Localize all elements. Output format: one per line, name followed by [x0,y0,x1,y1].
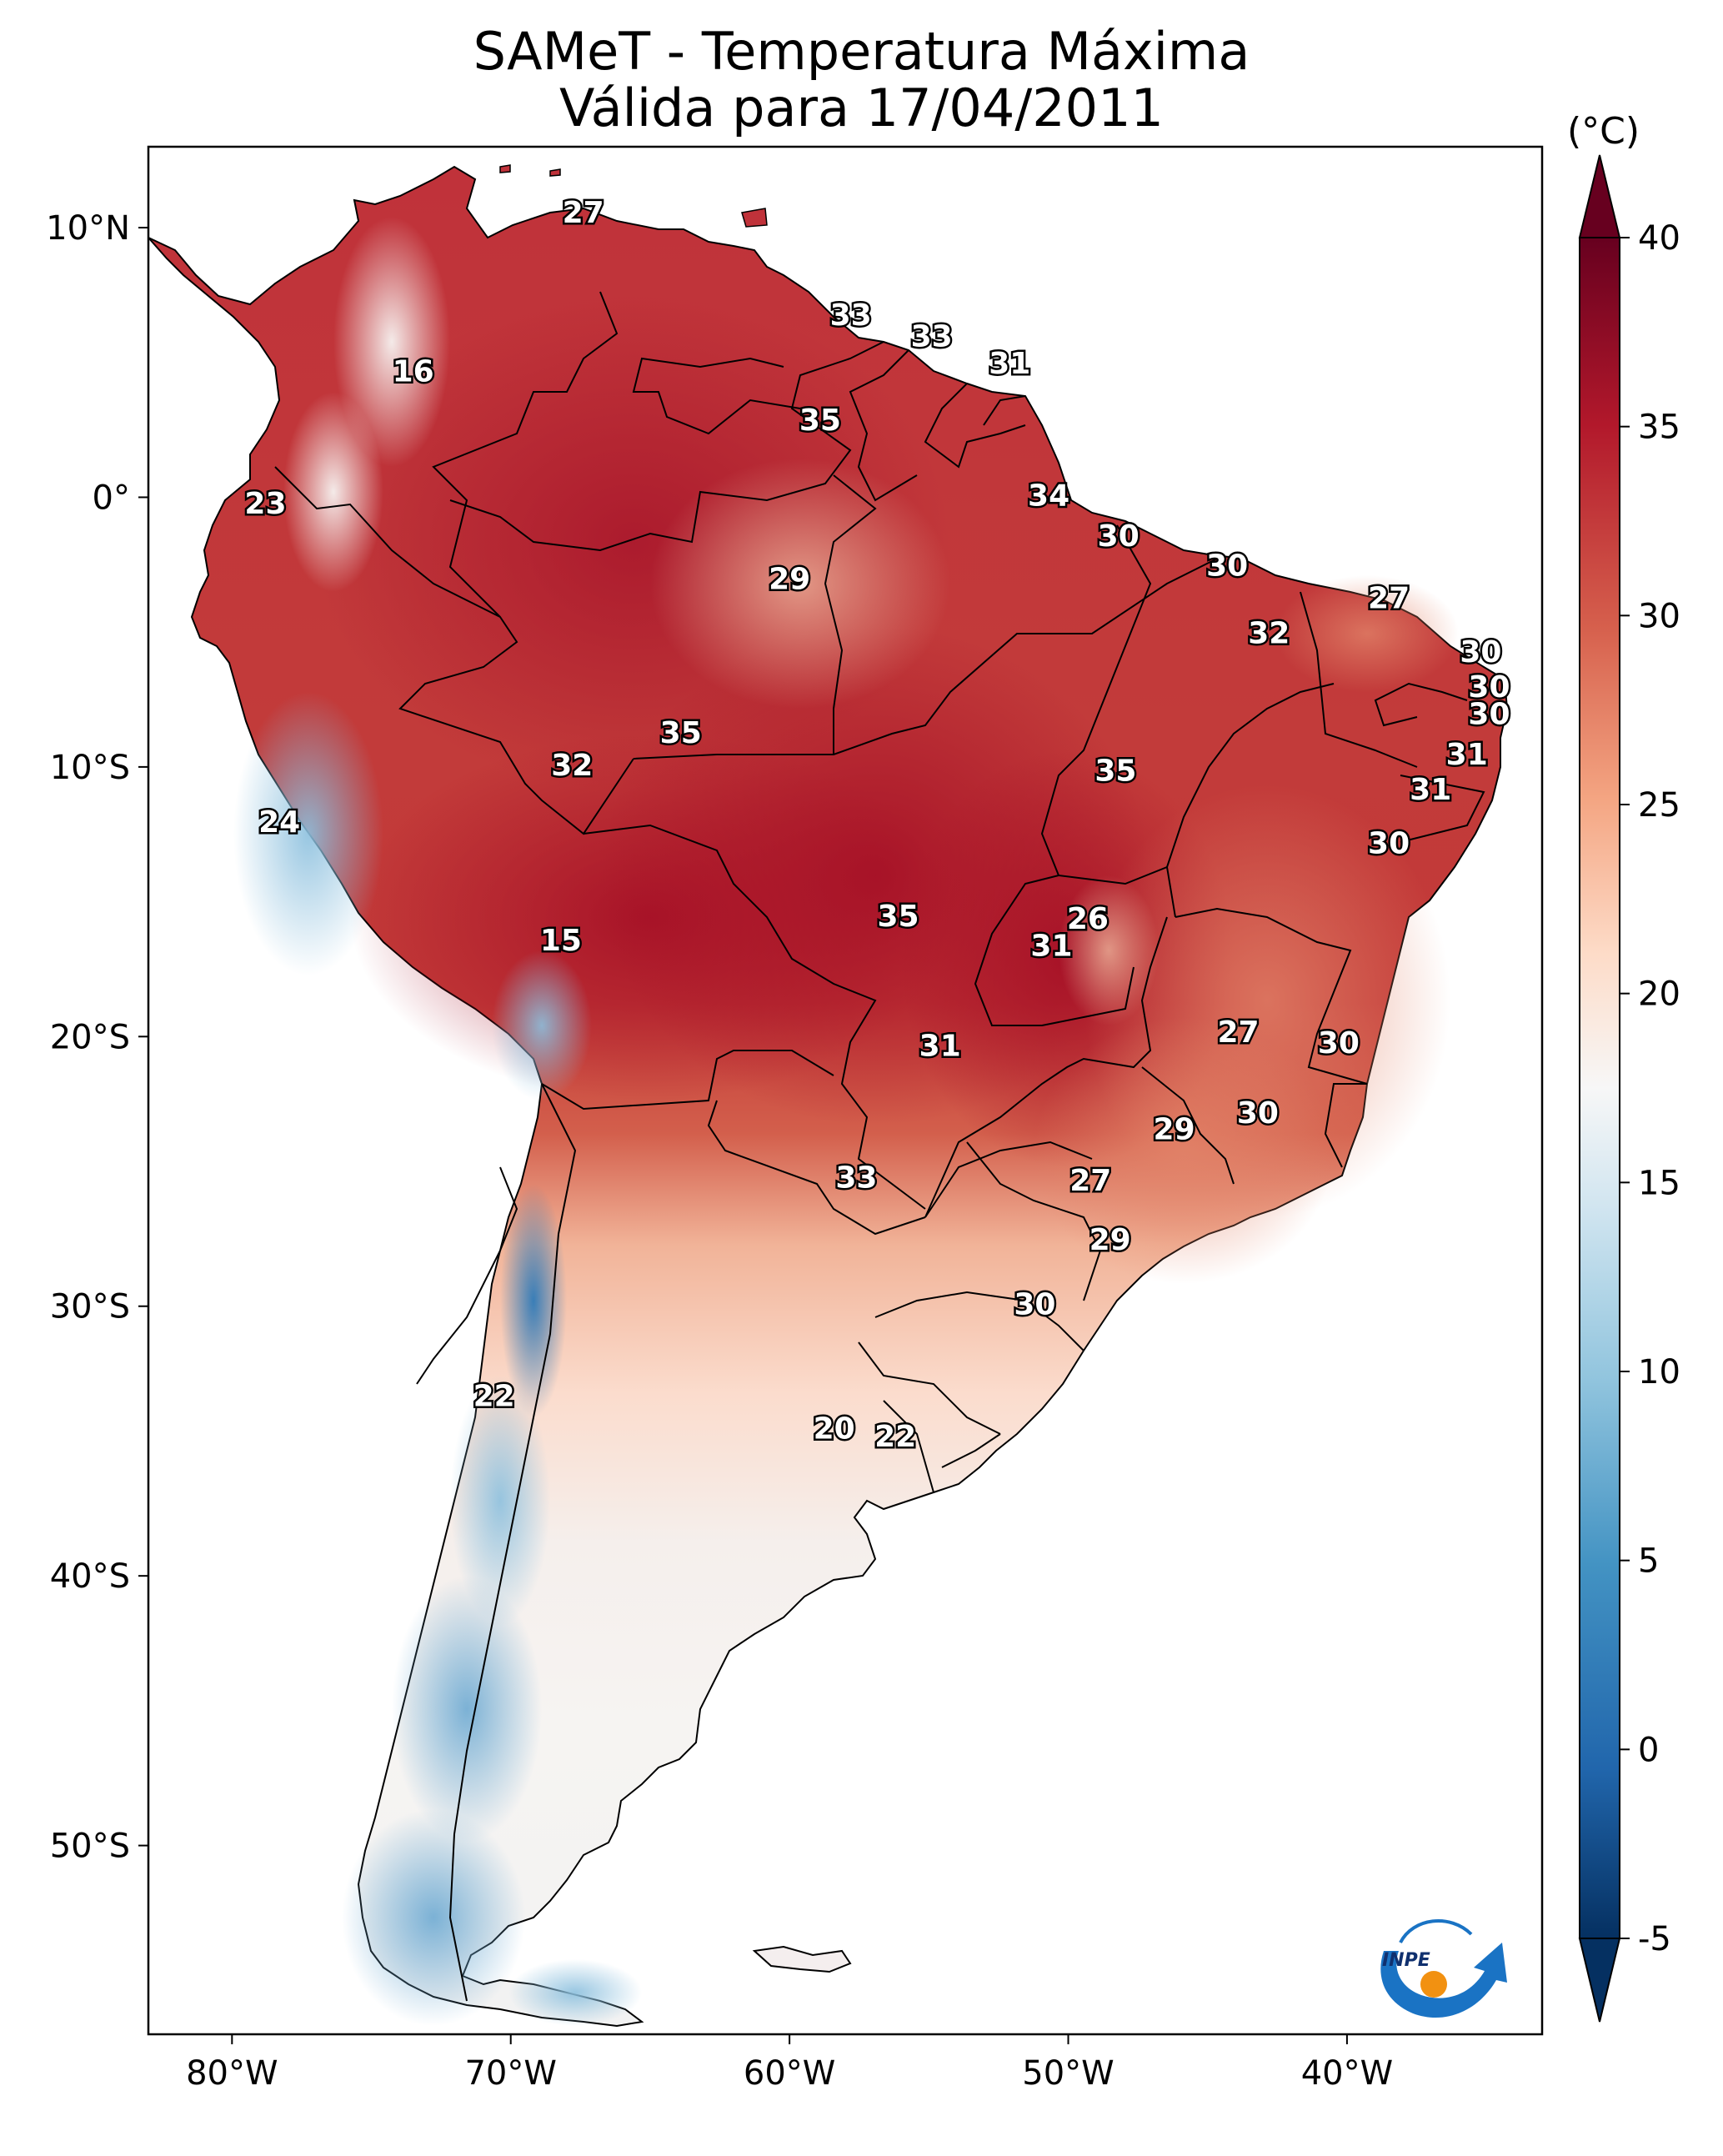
station-temperature-label: 31 [1446,738,1488,772]
map-frame [147,145,1544,2036]
station-temperature-label: 23 [244,487,286,521]
station-temperature-label: 29 [769,563,810,597]
colorbar-tick-label: 5 [1638,1542,1659,1581]
station-temperature-label: 22 [473,1380,515,1414]
colorbar-tick-label: 15 [1638,1164,1680,1202]
x-tick-label: 70°W [464,2054,556,2093]
x-tick-label: 40°W [1301,2054,1393,2093]
logo-text: INPE [1382,1950,1430,1971]
y-tick-label: 20°S [50,1018,130,1056]
colorbar-tick-label: 0 [1638,1731,1659,1769]
caribbean-islands [499,164,768,228]
colorbar-gradient [1580,238,1620,1938]
x-tick-label: 60°W [744,2054,835,2093]
station-temperature-label: 20 [814,1412,855,1447]
station-temperature-label: 30 [1460,635,1501,669]
inpe-logo: INPE [1380,1919,1507,2018]
station-temperature-label: 35 [877,900,919,934]
colorbar-ticks: 40 35 30 25 20 15 10 5 0 -5 [1620,219,1680,1958]
temperature-field [233,217,1459,2026]
station-temperature-label: 24 [258,805,300,840]
station-temperature-label: 29 [1154,1113,1195,1147]
station-temperature-label: 29 [1089,1223,1131,1257]
station-temperature-label: 30 [1014,1288,1055,1322]
colorbar-unit-label: (°C) [1567,110,1640,153]
map-title: SAMeT - Temperatura Máxima [473,21,1250,82]
station-temperature-label: 30 [1468,670,1510,704]
map-subtitle: Válida para 17/04/2011 [559,78,1164,138]
station-temperature-label: 31 [1410,773,1451,807]
y-tick-label: 50°S [50,1828,130,1866]
station-temperature-label: 33 [830,298,872,333]
map-axes: 80°W 70°W 60°W 50°W 40°W 10°N 0° 10°S 20°S 30°S 40… [46,209,1393,2093]
y-tick-label: 10°S [50,749,130,787]
colorbar-tick-label: 40 [1638,219,1680,258]
station-temperature-label: 30 [1318,1026,1360,1060]
station-temperature-label: 35 [1094,754,1136,788]
colorbar-outline [1579,237,1620,1939]
station-temperature-label: 27 [1069,1164,1111,1198]
x-tick-label: 80°W [186,2054,278,2093]
station-temperature-label: 32 [551,749,593,783]
station-temperature-label: 26 [1067,902,1109,936]
colorbar-tick-label: 25 [1638,786,1680,825]
station-temperature-label: 35 [799,404,841,438]
station-temperature-label: 34 [1028,479,1069,513]
station-temperature-label: 30 [1468,697,1510,731]
station-temperature-label: 31 [1030,930,1072,964]
colorbar-tick-label: 20 [1638,975,1680,1014]
y-tick-label: 40°S [50,1557,130,1596]
station-temperature-label: 22 [874,1420,916,1454]
colorbar-tick-label: 30 [1638,597,1680,635]
station-temperature-label: 31 [919,1029,961,1063]
station-temperature-label: 32 [1248,616,1290,650]
x-tick-label: 50°W [1022,2054,1114,2093]
colorbar-tick-label: 10 [1638,1353,1680,1391]
country-borders [274,291,1485,2002]
station-temperature-label: 33 [835,1161,877,1196]
logo-arrow-shape [1380,1943,1507,2018]
station-temperature-label: 35 [660,716,702,750]
y-tick-label: 0° [93,479,130,517]
station-temperature-label: 16 [393,355,434,389]
station-temperature-label: 15 [540,924,582,958]
station-temperature-label: 33 [911,320,953,354]
station-temperature-label: 27 [563,196,604,230]
station-temperature-label: 30 [1237,1096,1279,1131]
station-temperature-label: 30 [1098,519,1139,554]
station-temperature-label: 27 [1368,581,1410,615]
colorbar-max-extension [1578,154,1621,238]
station-temperature-label: 27 [1217,1015,1259,1050]
station-temperature-label: 31 [989,347,1030,381]
y-tick-label: 10°N [46,209,130,248]
falkland-islands [752,1945,852,1973]
colorbar-tick-label: 35 [1638,409,1680,447]
logo-arc [1399,1919,1473,1943]
colorbar-tick-label: -5 [1638,1920,1671,1958]
colorbar-min-extension [1578,1938,1621,2023]
station-temperature-label: 30 [1206,549,1248,584]
station-temperature-label: 30 [1368,827,1410,861]
y-tick-label: 30°S [50,1288,130,1326]
logo-orange-dot [1420,1971,1447,1998]
colorbar: (°C) 40 35 30 25 20 15 10 5 0 -5 [1567,110,1680,2023]
